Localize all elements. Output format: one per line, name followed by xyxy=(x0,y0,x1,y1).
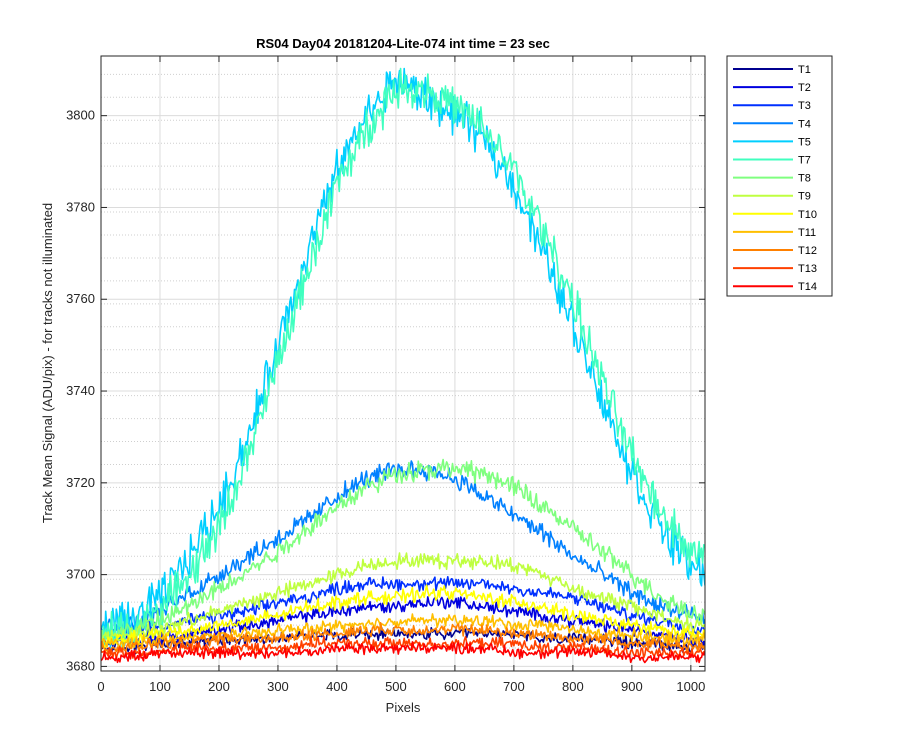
legend-label-t9: T9 xyxy=(798,191,811,203)
chart-title: RS04 Day04 20181204-Lite-074 int time = … xyxy=(256,36,550,51)
y-tick-label: 3700 xyxy=(66,567,95,582)
series-line-t14 xyxy=(101,641,705,664)
series-line-t12 xyxy=(101,622,705,655)
x-tick-label: 700 xyxy=(503,679,525,694)
series-group xyxy=(101,67,705,664)
series-line-t7 xyxy=(101,67,705,651)
legend-label-t4: T4 xyxy=(798,118,811,130)
x-tick-label: 400 xyxy=(326,679,348,694)
x-axis-label: Pixels xyxy=(386,700,421,715)
series-line-t2 xyxy=(101,596,705,647)
legend-label-t2: T2 xyxy=(798,82,811,94)
y-tick-label: 3780 xyxy=(66,199,95,214)
y-tick-label: 3760 xyxy=(66,291,95,306)
legend-label-t12: T12 xyxy=(798,245,817,257)
y-axis-label: Track Mean Signal (ADU/pix) - for tracks… xyxy=(40,203,55,523)
legend-label-t11: T11 xyxy=(798,227,816,239)
legend-label-t1: T1 xyxy=(798,64,811,76)
series-line-t9 xyxy=(101,552,705,644)
y-tick-label: 3740 xyxy=(66,383,95,398)
y-axis-ticks: 3680 3700 3720 3740 3760 3780 3800 xyxy=(66,108,705,673)
x-tick-label: 0 xyxy=(97,679,104,694)
x-tick-label: 500 xyxy=(385,679,407,694)
x-tick-label: 200 xyxy=(208,679,230,694)
x-tick-label: 300 xyxy=(267,679,289,694)
legend-box xyxy=(726,55,833,297)
plot-area xyxy=(101,67,705,664)
x-tick-label: 900 xyxy=(621,679,643,694)
series-line-t8 xyxy=(101,458,705,647)
legend-label-t13: T13 xyxy=(798,263,817,275)
legend: T1 T2 T3 T4 T5 T7 T8 T9 T10 T11 T12 T13 T14 xyxy=(726,55,833,297)
x-axis-ticks: 0 100 200 300 400 500 600 700 800 900 1000 xyxy=(97,56,705,694)
legend-label-t10: T10 xyxy=(798,209,817,221)
legend-label-t8: T8 xyxy=(798,173,811,185)
y-tick-label: 3680 xyxy=(66,658,95,673)
x-tick-label: 100 xyxy=(149,679,171,694)
x-tick-label: 600 xyxy=(444,679,466,694)
x-tick-label: 800 xyxy=(562,679,584,694)
legend-label-t14: T14 xyxy=(798,281,817,293)
legend-label-t5: T5 xyxy=(798,136,811,148)
plot-frame xyxy=(100,55,706,672)
series-line-t5 xyxy=(101,67,705,649)
legend-label-t7: T7 xyxy=(798,155,811,167)
x-tick-label: 1000 xyxy=(676,679,705,694)
legend-label-t3: T3 xyxy=(798,100,811,112)
y-tick-label: 3800 xyxy=(66,108,95,123)
series-line-t10 xyxy=(101,584,705,651)
y-tick-label: 3720 xyxy=(66,475,95,490)
